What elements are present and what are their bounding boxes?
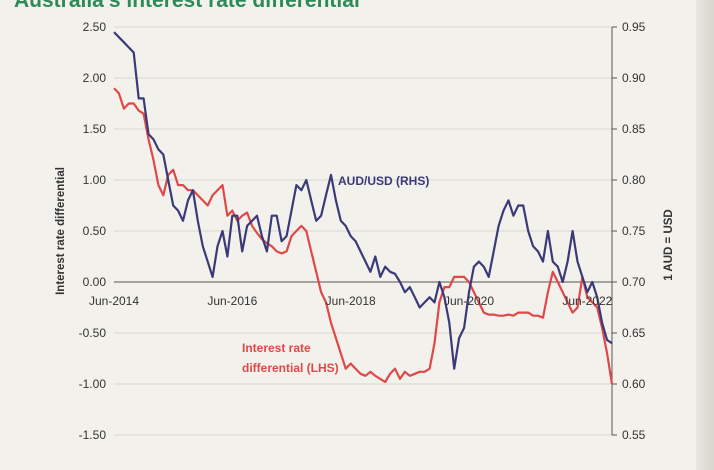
aud-usd-line [113, 31, 613, 370]
right-tick-label: 0.70 [622, 275, 646, 289]
series-label-interest-rate-line-2: differential (LHS) [242, 361, 339, 375]
right-tick-label: 0.75 [622, 224, 646, 238]
chart-title: Australia's interest rate differential [14, 0, 360, 12]
page-edge [696, 0, 714, 470]
series-label-aud-usd: AUD/USD (RHS) [338, 174, 429, 188]
right-tick-label: 0.60 [622, 377, 646, 391]
series-label-interest-rate-line-1: Interest rate [242, 341, 311, 355]
right-tick-label: 0.95 [622, 20, 646, 34]
x-axis-tick-labels: Jun-2014 Jun-2016 Jun-2018 Jun-2020 Jun-2022 [89, 294, 613, 308]
right-tick-label: 0.55 [622, 428, 646, 442]
right-axis-ticks [612, 26, 617, 436]
right-tick-label: 0.90 [622, 71, 646, 85]
interest-rate-differential-line [113, 87, 614, 385]
left-axis-title: Interest rate differential [55, 167, 67, 295]
left-tick-label: 1.00 [83, 173, 107, 187]
right-axis-tick-labels: 0.95 0.90 0.85 0.80 0.75 0.70 0.65 0.60 0.55 [622, 20, 646, 442]
series-lines [113, 31, 614, 385]
left-tick-label: -1.00 [79, 377, 107, 391]
gridlines [114, 26, 612, 436]
left-tick-label: -1.50 [79, 428, 107, 442]
left-tick-label: 2.50 [83, 20, 107, 34]
x-tick-label: Jun-2018 [326, 294, 376, 308]
left-axis-tick-labels: 2.50 2.00 1.50 1.00 0.50 0.00 -0.50 -1.00 -1.50 [79, 20, 107, 442]
left-tick-label: 0.50 [83, 224, 107, 238]
right-tick-label: 0.65 [622, 326, 646, 340]
left-tick-label: 0.00 [83, 275, 107, 289]
left-tick-label: 1.50 [83, 122, 107, 136]
x-tick-label: Jun-2022 [562, 294, 612, 308]
right-axis-title: 1 AUD = USD [663, 209, 675, 280]
left-tick-label: -0.50 [79, 326, 107, 340]
right-tick-label: 0.85 [622, 122, 646, 136]
right-tick-label: 0.80 [622, 173, 646, 187]
x-tick-label: Jun-2014 [89, 294, 139, 308]
x-tick-label: Jun-2020 [444, 294, 494, 308]
left-tick-label: 2.00 [83, 71, 107, 85]
x-tick-label: Jun-2016 [207, 294, 257, 308]
